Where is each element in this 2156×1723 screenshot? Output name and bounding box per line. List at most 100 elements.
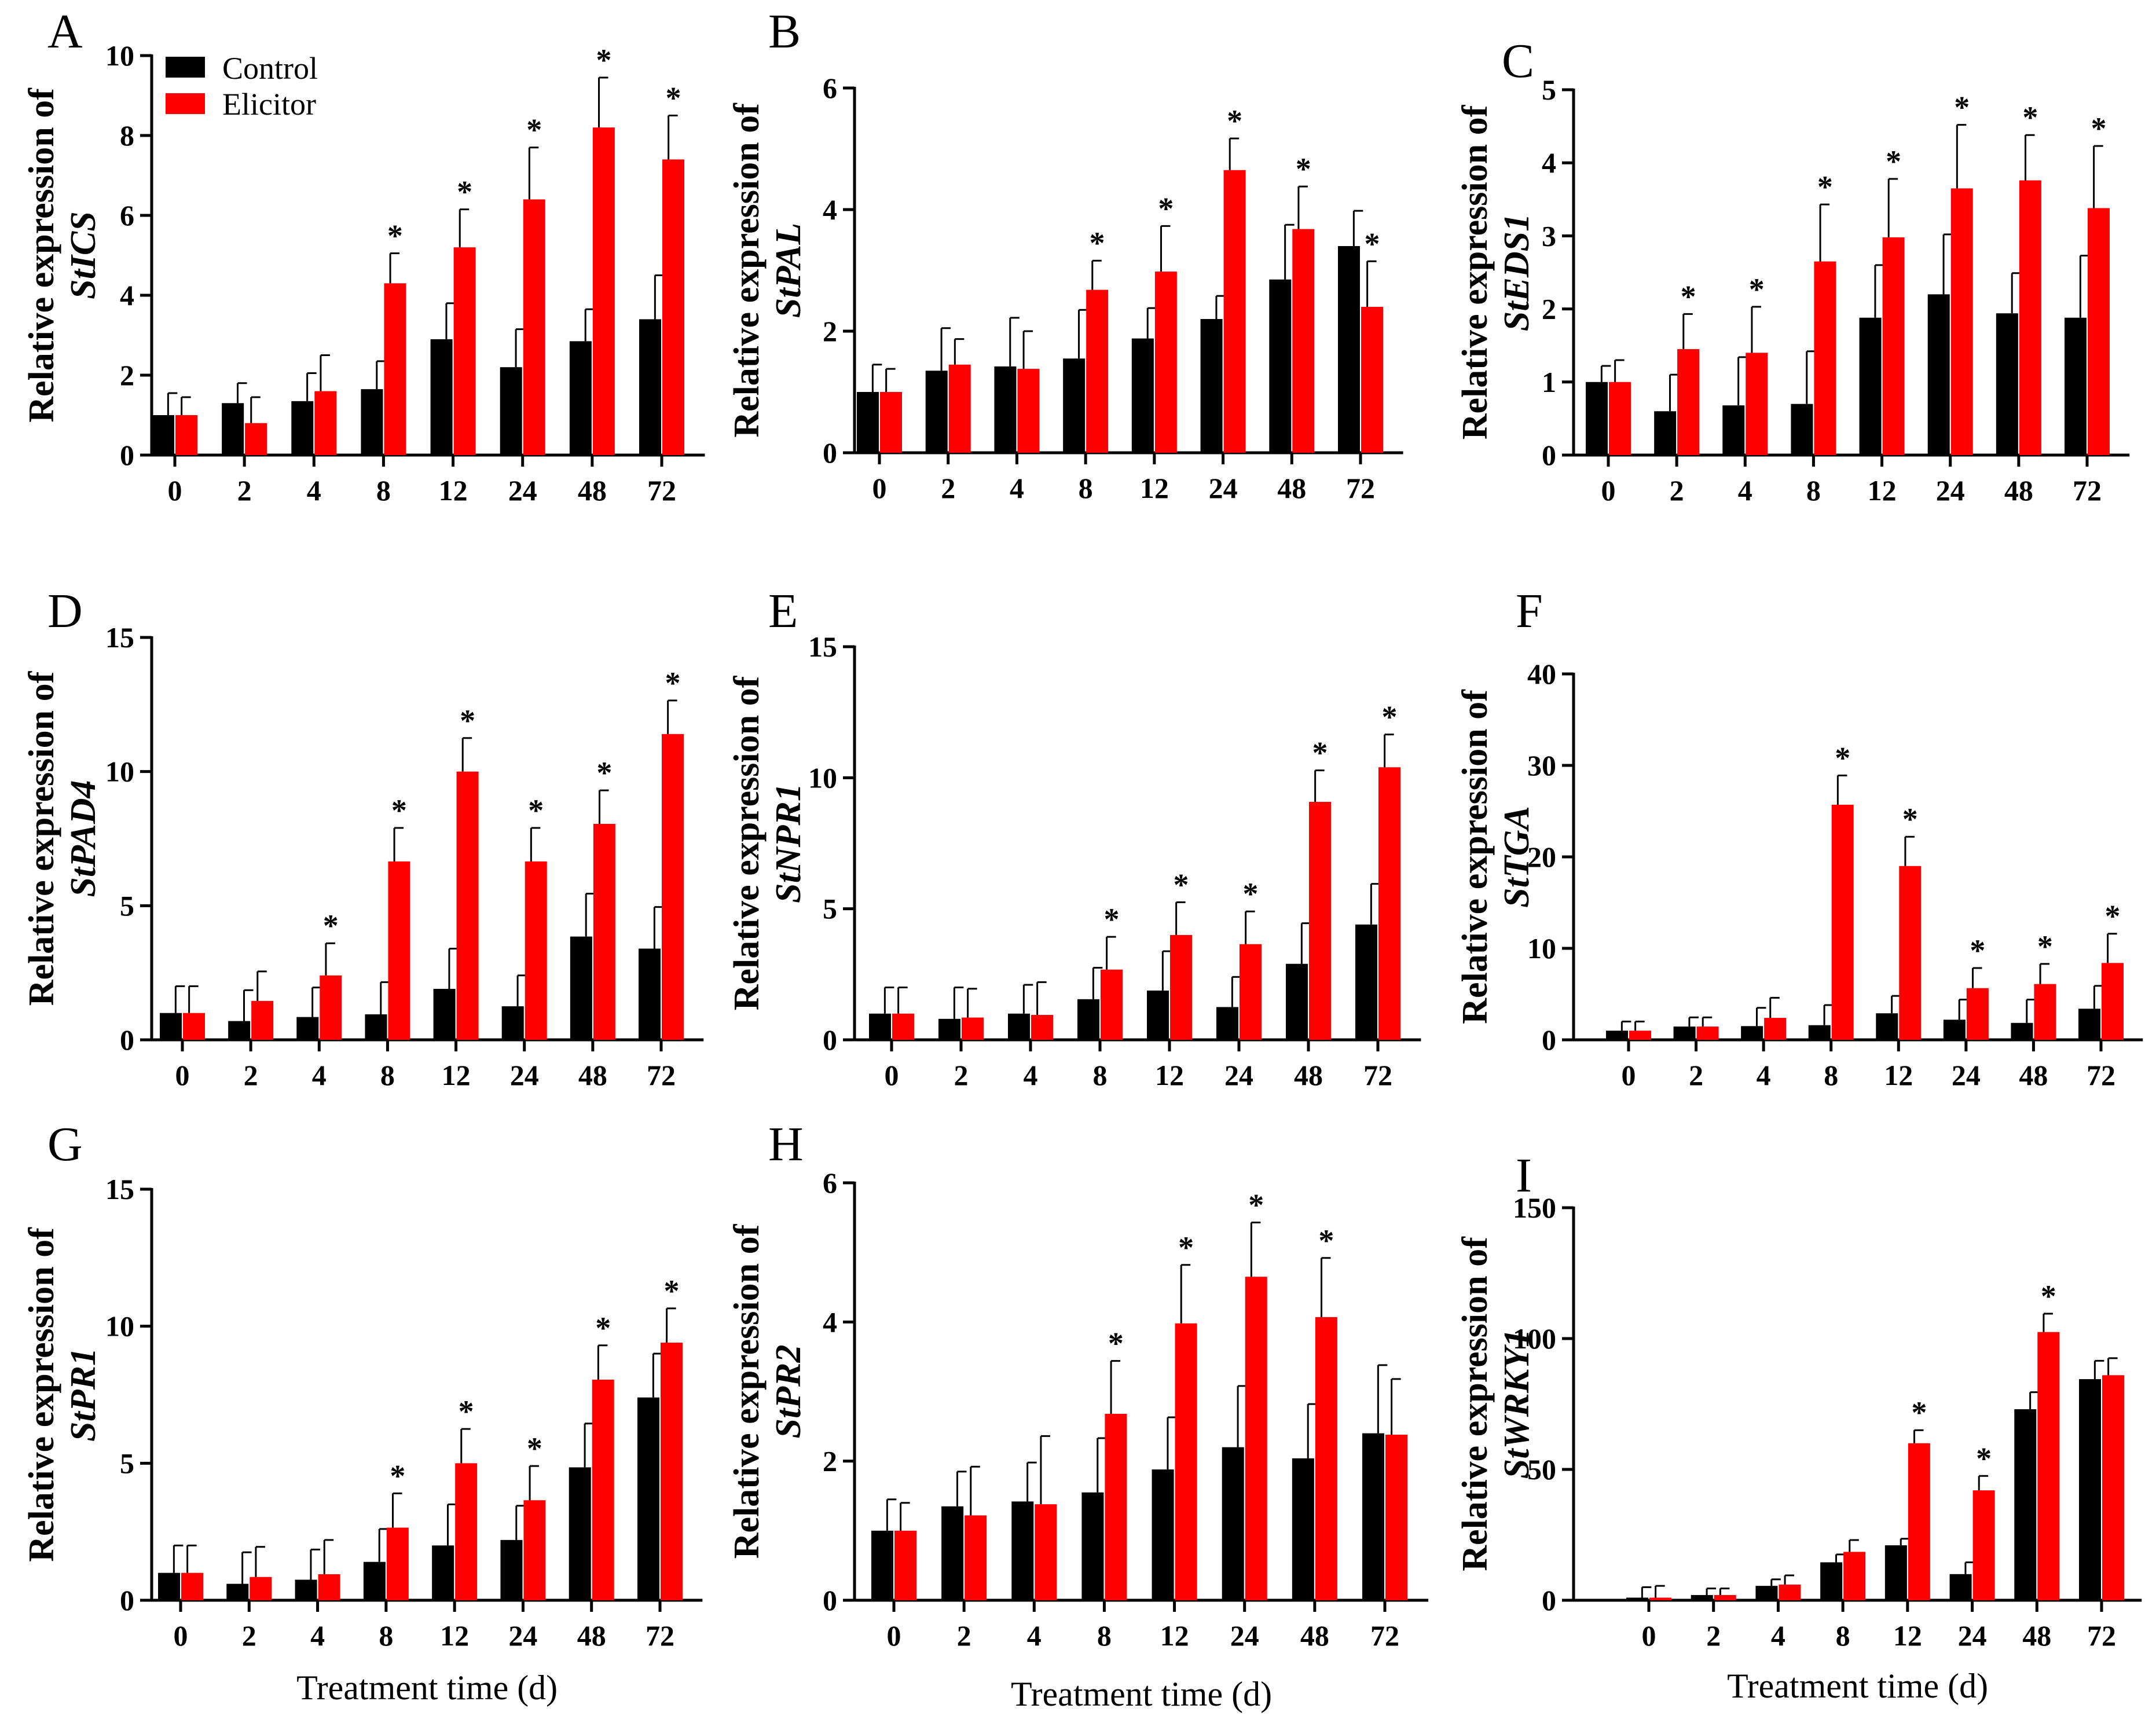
x-axis-label: Treatment time (d) bbox=[1011, 1675, 1272, 1713]
bar-control bbox=[994, 366, 1017, 453]
bar-elicitor bbox=[1899, 866, 1922, 1040]
bar-elicitor bbox=[453, 247, 476, 455]
x-axis-label: Treatment time (d) bbox=[1727, 1667, 1988, 1705]
x-tick-label: 48 bbox=[1300, 1619, 1329, 1652]
bar-elicitor bbox=[2037, 1332, 2060, 1600]
bar-control bbox=[501, 1006, 524, 1040]
bar-elicitor bbox=[1240, 944, 1262, 1040]
y-tick-label: 10 bbox=[105, 1310, 134, 1343]
x-tick-label: 72 bbox=[1346, 472, 1375, 504]
bar-control bbox=[1081, 1492, 1104, 1600]
bar-elicitor bbox=[251, 1000, 274, 1040]
y-axis-label-prefix: Relative expression of bbox=[1455, 104, 1495, 439]
bar-control bbox=[1292, 1458, 1314, 1600]
x-tick-label: 8 bbox=[1836, 1619, 1850, 1652]
x-tick-label: 2 bbox=[242, 1619, 256, 1652]
bar-elicitor bbox=[1086, 289, 1109, 453]
significance-star: * bbox=[526, 113, 542, 148]
x-tick-label: 0 bbox=[174, 1619, 188, 1652]
bar-control bbox=[1269, 279, 1292, 453]
significance-star: * bbox=[1318, 1223, 1334, 1258]
significance-star: * bbox=[460, 703, 475, 738]
bar-control bbox=[1586, 382, 1608, 455]
y-tick-label: 6 bbox=[823, 1167, 837, 1199]
significance-star: * bbox=[387, 219, 403, 254]
bar-control bbox=[1216, 1007, 1238, 1040]
significance-star: * bbox=[596, 43, 611, 78]
panel-letter: I bbox=[1516, 1149, 1532, 1203]
bar-control bbox=[1943, 1020, 1966, 1040]
bar-elicitor bbox=[523, 199, 545, 455]
bar-elicitor bbox=[1292, 229, 1315, 453]
y-tick-label: 0 bbox=[1542, 439, 1556, 471]
y-tick-label: 0 bbox=[823, 1584, 837, 1616]
bar-elicitor bbox=[1609, 382, 1631, 455]
bar-elicitor bbox=[1966, 988, 1989, 1040]
bar-elicitor bbox=[314, 391, 337, 455]
x-tick-label: 4 bbox=[1738, 474, 1752, 507]
y-axis-label-gene: StWRKY1 bbox=[1497, 1329, 1537, 1479]
bar-elicitor bbox=[1385, 1435, 1407, 1600]
bar-elicitor bbox=[661, 1343, 683, 1600]
bar-control bbox=[363, 1561, 386, 1600]
significance-star: * bbox=[1108, 1326, 1124, 1361]
bar-control bbox=[1626, 1597, 1648, 1600]
bar-elicitor bbox=[593, 824, 615, 1040]
x-tick-label: 48 bbox=[1294, 1059, 1323, 1091]
bar-elicitor bbox=[1175, 1323, 1197, 1600]
bar-control bbox=[1741, 1026, 1763, 1040]
bar-elicitor bbox=[1378, 767, 1400, 1040]
bar-elicitor bbox=[1031, 1014, 1053, 1040]
y-tick-label: 2 bbox=[120, 359, 134, 391]
x-tick-label: 72 bbox=[2087, 1059, 2115, 1091]
bar-elicitor bbox=[523, 1500, 546, 1600]
bar-elicitor bbox=[320, 975, 342, 1040]
bar-control bbox=[432, 1545, 454, 1600]
y-axis-label-prefix: Relative expression of bbox=[1455, 689, 1495, 1024]
bar-elicitor bbox=[388, 861, 410, 1040]
legend-label-elicitor: Elicitor bbox=[222, 87, 316, 122]
y-tick-label: 5 bbox=[823, 893, 837, 925]
significance-star: * bbox=[1174, 867, 1189, 902]
x-tick-label: 72 bbox=[647, 1059, 676, 1091]
significance-star: * bbox=[1158, 191, 1174, 226]
y-axis-label-gene: StPAL bbox=[769, 223, 808, 318]
bar-elicitor bbox=[592, 1379, 614, 1600]
legend-swatch-control bbox=[166, 57, 205, 78]
panel-letter: B bbox=[768, 5, 801, 58]
bar-control bbox=[296, 1017, 319, 1040]
bar-elicitor bbox=[948, 364, 971, 453]
bar-control bbox=[2065, 317, 2087, 455]
y-axis-label-prefix: Relative expression of bbox=[22, 87, 61, 423]
significance-star: * bbox=[527, 1431, 542, 1466]
bar-elicitor bbox=[592, 127, 615, 455]
x-tick-label: 2 bbox=[1689, 1059, 1703, 1091]
y-tick-label: 10 bbox=[1527, 932, 1556, 965]
significance-star: * bbox=[1227, 104, 1242, 138]
bar-elicitor bbox=[1831, 804, 1854, 1040]
significance-star: * bbox=[2022, 100, 2038, 135]
x-tick-label: 8 bbox=[1093, 1059, 1108, 1091]
significance-star: * bbox=[666, 81, 681, 116]
bar-elicitor bbox=[1779, 1584, 1801, 1600]
bar-control bbox=[569, 341, 592, 455]
y-axis-label: Relative expression of StPAD4 bbox=[22, 670, 103, 1006]
y-axis-label-prefix: Relative expression of bbox=[22, 670, 61, 1006]
bar-control bbox=[1222, 1447, 1244, 1600]
y-tick-label: 4 bbox=[823, 1306, 837, 1338]
x-tick-label: 48 bbox=[577, 1619, 606, 1652]
x-tick-label: 24 bbox=[1952, 1059, 1981, 1091]
y-tick-label: 0 bbox=[1542, 1024, 1556, 1056]
legend-swatch-elicitor bbox=[166, 93, 205, 114]
x-tick-label: 48 bbox=[2019, 1059, 2048, 1091]
x-tick-label: 12 bbox=[1884, 1059, 1913, 1091]
bar-control bbox=[1820, 1562, 1843, 1600]
y-axis-label-gene: StNPR1 bbox=[769, 783, 808, 903]
y-tick-label: 5 bbox=[1542, 74, 1556, 106]
bar-elicitor bbox=[1309, 801, 1331, 1040]
